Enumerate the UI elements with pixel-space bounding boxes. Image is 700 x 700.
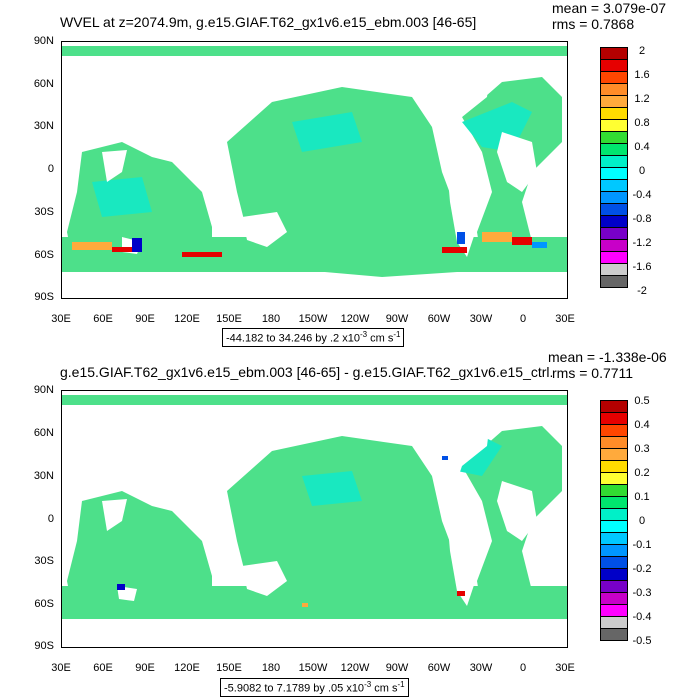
panel2-colorbar-label: 0.1 [634, 491, 650, 503]
panel1-colorbar-label: -1.2 [632, 237, 652, 249]
panel1-range-units: cm s [367, 332, 394, 345]
panel1-colorbar-label: 0.8 [634, 117, 650, 129]
panel2-colorbar-label: -0.2 [632, 563, 652, 575]
panel2-colorbar-label: -0.4 [632, 611, 652, 623]
panel1-colorbar-label: -0.8 [632, 213, 652, 225]
panel1-map [61, 41, 568, 299]
panel2-lon-12: 30E [555, 662, 575, 674]
panel1-lat-60n: 60N [33, 78, 54, 90]
panel2-land [62, 405, 567, 647]
panel2-lon-8: 90W [385, 662, 409, 674]
panel2-lon-5: 180 [261, 662, 281, 674]
panel2-colorbar-label: 0 [638, 515, 646, 527]
panel2-map-svg [62, 395, 567, 647]
panel1-colorbar-label: 2 [638, 45, 646, 57]
panel1-lon-4: 150E [216, 313, 242, 325]
panel2-lon-7: 120W [340, 662, 370, 674]
panel2-colorbar-label: 0.3 [634, 443, 650, 455]
panel1-colorbar-label: 0.4 [634, 141, 650, 153]
panel2-colorbar-label: -0.5 [632, 635, 652, 647]
panel1-colorbar-label: -2 [637, 285, 647, 297]
panel1-range-label: -44.182 to 34.246 by .2 x10-3 cm s-1 [222, 328, 405, 347]
panel1-range-exp: -3 [359, 330, 368, 339]
panel2-lat-90s: 90S [34, 640, 54, 652]
panel1-ocean [62, 46, 567, 277]
panel2-lon-2: 90E [135, 662, 155, 674]
panel2-lon-3: 120E [174, 662, 200, 674]
panel1-colorbar [600, 47, 628, 288]
panel2-range-text: -5.9082 to 7.1789 by .05 x10 [224, 682, 365, 695]
panel2-rms: rms = 0.7711 [552, 365, 634, 381]
panel1-lat-30s: 30S [34, 206, 54, 218]
panel1-range-units-exp: -1 [393, 330, 401, 339]
panel1-colorbar-swatch [600, 275, 628, 288]
panel2-anomalies [117, 456, 465, 607]
panel1-lat-30n: 30N [33, 120, 54, 132]
panel1-map-svg [62, 46, 567, 298]
panel1-anomalies [72, 232, 547, 257]
panel1-lat-90s: 90S [34, 291, 54, 303]
panel1-lon-10: 30W [469, 313, 493, 325]
panel2-range-exp: -3 [364, 680, 372, 689]
panel2-map [61, 390, 568, 648]
panel1-title: WVEL at z=2074.9m, g.e15.GIAF.T62_gx1v6.… [60, 14, 477, 30]
panel1-lon-3: 120E [174, 313, 200, 325]
panel2-colorbar-label: 0.4 [634, 419, 650, 431]
panel1-lon-11: 0 [519, 313, 527, 325]
panel2-colorbar-label: 0.2 [634, 467, 650, 479]
panel2-lat-30n: 30N [33, 470, 54, 482]
panel2-colorbar-label: -0.1 [632, 539, 652, 551]
panel2-colorbar-swatch [600, 628, 628, 641]
panel2-colorbar-label: -0.3 [632, 587, 652, 599]
panel1-range-text: -44.182 to 34.246 by .2 x10 [226, 332, 360, 345]
panel2-lon-1: 60E [93, 662, 113, 674]
panel1-colorbar-label: 1.6 [634, 69, 650, 81]
panel2-lon-0: 30E [51, 662, 71, 674]
panel2-lat-60s: 60S [34, 598, 54, 610]
panel1-mean: mean = 3.079e-07 [552, 0, 667, 16]
panel2-lon-9: 60W [427, 662, 451, 674]
panel1-land [62, 56, 567, 298]
panel2-ocean [62, 395, 567, 626]
panel1-lon-12: 30E [555, 313, 575, 325]
panel1-lat-0: 0 [47, 163, 54, 175]
panel1-lon-6: 150W [298, 313, 328, 325]
panel1-lon-7: 120W [340, 313, 370, 325]
panel2-range-label: -5.9082 to 7.1789 by .05 x10-3 cm s-1 [220, 678, 409, 697]
panel1-lat-60s: 60S [34, 249, 54, 261]
panel2-colorbar-label: 0.5 [634, 395, 650, 407]
panel1-colorbar-label: 0 [638, 165, 646, 177]
panel1-lon-8: 90W [385, 313, 409, 325]
panel1-lon-1: 60E [93, 313, 113, 325]
panel1-lon-5: 180 [261, 313, 281, 325]
panel1-lon-2: 90E [135, 313, 155, 325]
panel2-title: g.e15.GIAF.T62_gx1v6.e15_ebm.003 [46-65]… [60, 364, 625, 380]
panel1-colorbar-label: -1.6 [632, 261, 652, 273]
panel2-lon-6: 150W [298, 662, 328, 674]
panel1-lon-9: 60W [427, 313, 451, 325]
panel2-lat-90n: 90N [33, 384, 54, 396]
panel2-range-units: cm s [371, 682, 398, 695]
panel2-mean: mean = -1.338e-06 [548, 349, 667, 365]
panel1-colorbar-label: 1.2 [634, 93, 650, 105]
panel1-rms: rms = 0.7868 [552, 16, 635, 32]
panel1-lat-90n: 90N [33, 35, 54, 47]
panel2-lat-60n: 60N [33, 427, 54, 439]
panel2-lon-10: 30W [469, 662, 493, 674]
panel2-lon-11: 0 [519, 662, 527, 674]
panel2-lat-0: 0 [47, 513, 54, 525]
panel2-colorbar [600, 400, 628, 641]
panel2-range-units-exp: -1 [397, 680, 405, 689]
panel1-lon-0: 30E [51, 313, 71, 325]
panel2-lat-30s: 30S [34, 555, 54, 567]
panel2-lon-4: 150E [216, 662, 242, 674]
panel1-colorbar-label: -0.4 [632, 189, 652, 201]
